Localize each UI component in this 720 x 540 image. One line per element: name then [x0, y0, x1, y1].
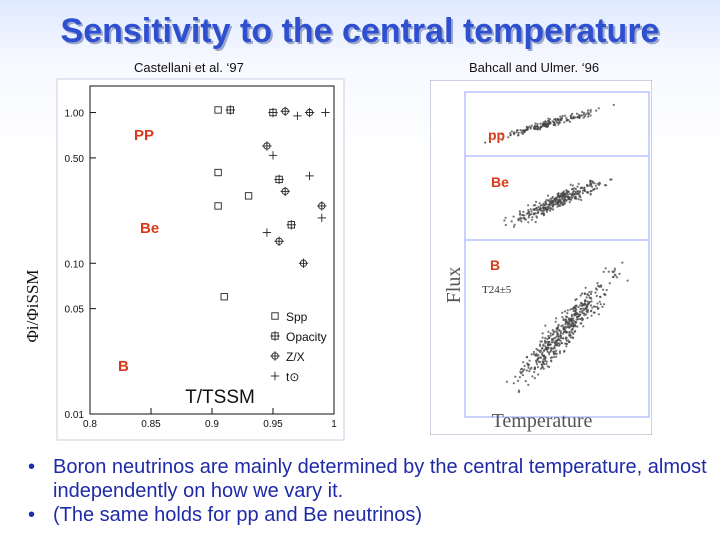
pp-scatter-cloud [484, 103, 615, 144]
legend-item-zx: Z/X [286, 350, 305, 364]
data-point [262, 228, 272, 237]
bullet-list: • Boron neutrinos are mainly determined b… [28, 455, 708, 527]
left-chart-panel [56, 78, 345, 441]
right-chart-inner-frame [464, 91, 650, 418]
x-tick-label: 0.85 [141, 419, 161, 430]
y-tick-label: 0.05 [65, 305, 85, 316]
right-chart-panel [430, 80, 652, 435]
data-point [268, 151, 278, 160]
group-label-be: Be [140, 220, 159, 237]
right-chart-y-label: Flux [443, 267, 465, 304]
bullet-text: Boron neutrinos are mainly determined by… [53, 456, 707, 502]
data-point [274, 174, 284, 185]
left-citation: Castellani et al. ‘97 [134, 60, 244, 75]
be-scatter-cloud [503, 178, 613, 228]
right-group-label-b: B [490, 257, 500, 273]
right-flux-chart: Flux Temperature pp Be B T24±5 [430, 80, 652, 435]
data-point [244, 192, 253, 200]
legend-marker [270, 351, 280, 361]
slide-title: Sensitivity to the central temperature [60, 12, 660, 50]
data-point [225, 105, 235, 115]
data-point [274, 236, 284, 246]
x-tick-label: 1 [331, 419, 337, 430]
left-chart-x-label: T/TSSM [185, 387, 255, 408]
right-group-label-be: Be [491, 174, 509, 190]
legend-marker [271, 312, 279, 320]
data-point [214, 202, 222, 210]
data-point [280, 106, 290, 116]
bullet-item: • Boron neutrinos are mainly determined b… [28, 456, 707, 502]
y-tick-label: 0.01 [65, 410, 85, 421]
data-point [286, 220, 296, 230]
data-point [293, 111, 302, 121]
right-chart-annotation: T24±5 [482, 284, 512, 296]
group-label-b: B [118, 358, 129, 375]
bullet-text: (The same holds for pp and Be neutrinos) [53, 504, 423, 526]
right-group-label-pp: pp [488, 127, 505, 143]
legend-marker [270, 331, 280, 341]
data-point [214, 168, 222, 177]
left-sensitivity-chart: 0.8 0.85 0.9 0.95 1 1.00 0.50 0.10 0.05 0.01 Spp O… [23, 78, 345, 441]
data-point [280, 186, 290, 197]
y-tick-label: 0.10 [65, 259, 85, 270]
data-point [317, 201, 327, 211]
y-tick-label: 0.50 [65, 154, 85, 165]
data-point [305, 171, 314, 181]
legend-item-spp: Spp [286, 310, 308, 324]
left-chart-y-label: Φi/ΦiSSM [23, 269, 42, 342]
x-tick-label: 0.8 [83, 419, 97, 430]
y-tick-label: 1.00 [65, 109, 85, 120]
data-point [317, 213, 326, 223]
right-chart-x-label: Temperature [492, 410, 593, 432]
data-point [220, 293, 228, 301]
legend-marker [270, 371, 280, 381]
legend-item-opacity: Opacity [286, 330, 327, 344]
right-citation: Bahcall and Ulmer. ‘96 [469, 60, 600, 75]
x-tick-label: 0.9 [205, 419, 219, 430]
data-point [321, 108, 330, 117]
data-point [214, 106, 222, 114]
group-label-pp: PP [134, 127, 154, 144]
data-point [262, 141, 272, 151]
data-point [298, 258, 309, 268]
b-scatter-cloud [505, 261, 629, 394]
data-point [304, 107, 315, 118]
bullet-item: • (The same holds for pp and Be neutrinos… [28, 504, 423, 526]
legend-item-tsun: t⊙ [286, 370, 299, 384]
data-point [268, 107, 278, 118]
x-tick-label: 0.95 [263, 419, 283, 430]
